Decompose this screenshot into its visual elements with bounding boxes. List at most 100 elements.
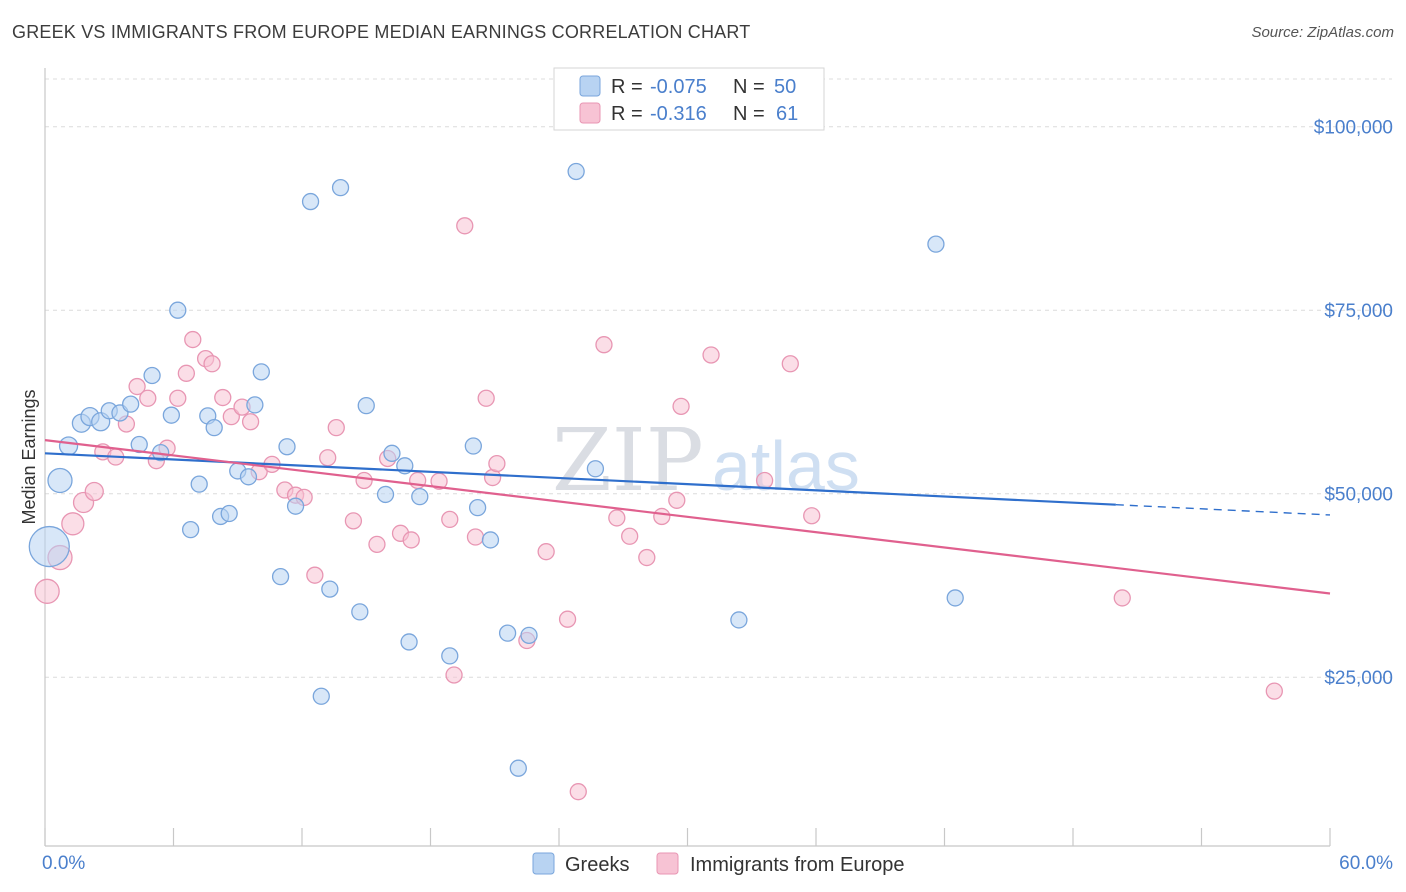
legend-r-label-europe: R = xyxy=(611,103,643,125)
greeks-point-44 xyxy=(586,460,605,478)
europe-point-2 xyxy=(61,512,85,536)
greeks-point-20 xyxy=(239,468,258,486)
y-axis-tick-labels: $25,000 $50,000 $75,000 $100,000 xyxy=(1314,118,1393,689)
greeks-point-29 xyxy=(331,178,350,197)
europe-point-45 xyxy=(537,543,555,561)
legend-r-label-greeks: R = xyxy=(611,76,643,98)
greeks-point-21 xyxy=(246,396,264,414)
greeks-point-34 xyxy=(400,633,418,651)
europe-point-29 xyxy=(344,512,363,530)
greeks-point-47 xyxy=(946,589,964,607)
greeks-point-27 xyxy=(312,687,330,705)
legend-r-value-greeks: -0.075 xyxy=(650,76,707,98)
europe-point-53 xyxy=(668,491,686,509)
europe-point-59 xyxy=(1113,589,1131,607)
grid-lines xyxy=(45,78,1392,678)
legend-swatch-greeks xyxy=(579,75,601,97)
europe-point-26 xyxy=(306,566,324,584)
europe-point-51 xyxy=(638,548,656,567)
greeks-point-13 xyxy=(169,301,187,319)
greeks-point-40 xyxy=(498,624,517,642)
europe-point-20 xyxy=(241,413,260,431)
europe-point-54 xyxy=(672,397,690,416)
greeks-point-48 xyxy=(205,418,223,437)
europe-point-41 xyxy=(477,389,495,407)
greeks-point-39 xyxy=(481,531,500,549)
trend-line-greeks-extension xyxy=(1115,504,1331,516)
legend-n-value-europe: 61 xyxy=(776,103,798,125)
greeks-point-0 xyxy=(28,525,70,568)
legend-n-label-europe: N = xyxy=(733,103,765,125)
europe-point-43 xyxy=(488,454,506,473)
europe-point-14 xyxy=(184,330,202,349)
chart-source: Source: ZipAtlas.com xyxy=(1251,24,1394,41)
greeks-point-23 xyxy=(271,567,290,586)
greeks-point-22 xyxy=(252,363,270,381)
greeks-point-25 xyxy=(286,497,305,515)
greeks-point-45 xyxy=(730,611,748,629)
europe-point-40 xyxy=(466,528,485,546)
legend-bottom-swatch-europe xyxy=(656,852,679,875)
europe-point-49 xyxy=(608,509,626,527)
legend-bottom-swatch-greeks xyxy=(532,852,555,875)
europe-point-37 xyxy=(441,510,459,529)
y-axis-label: Median Earnings xyxy=(19,389,39,524)
y-tick-label-50000: $50,000 xyxy=(1324,485,1393,506)
greeks-point-35 xyxy=(411,487,429,506)
europe-point-8 xyxy=(128,377,146,396)
europe-point-48 xyxy=(595,336,613,354)
legend-bottom-label-europe: Immigrants from Europe xyxy=(690,854,905,876)
greeks-point-26 xyxy=(301,192,320,211)
greeks-point-41 xyxy=(509,759,527,777)
greeks-point-30 xyxy=(351,603,369,621)
greeks-point-18 xyxy=(220,504,238,523)
x-axis-ticks xyxy=(44,828,1331,846)
europe-point-52 xyxy=(653,507,671,526)
europe-point-0 xyxy=(34,578,60,604)
legend-r-value-europe: -0.316 xyxy=(650,103,707,125)
legend-n-value-greeks: 50 xyxy=(774,76,796,98)
europe-point-46 xyxy=(558,610,577,628)
legend-stats: R = -0.075 N = 50 R = -0.316 N = 61 xyxy=(553,67,825,131)
europe-point-13 xyxy=(177,364,196,382)
europe-point-56 xyxy=(755,471,774,490)
europe-point-39 xyxy=(456,217,474,235)
y-tick-label-25000: $25,000 xyxy=(1324,668,1393,689)
series-greeks-points xyxy=(28,162,964,777)
europe-point-60 xyxy=(1265,682,1283,700)
legend-series: Greeks Immigrants from Europe xyxy=(532,852,905,876)
europe-point-9 xyxy=(139,389,157,407)
greeks-point-36 xyxy=(441,647,459,665)
greeks-point-9 xyxy=(130,435,148,454)
europe-point-12 xyxy=(169,389,187,407)
greeks-point-32 xyxy=(376,485,395,504)
greeks-point-14 xyxy=(181,521,200,539)
chart-title: GREEK VS IMMIGRANTS FROM EUROPE MEDIAN E… xyxy=(12,22,751,42)
greeks-point-42 xyxy=(520,626,538,645)
greeks-point-38 xyxy=(468,498,487,517)
europe-point-58 xyxy=(803,507,821,525)
greeks-point-2 xyxy=(58,436,79,456)
europe-point-34 xyxy=(402,531,420,549)
europe-point-50 xyxy=(621,527,639,545)
trend-line-immigrants-from-europe xyxy=(44,439,1331,595)
europe-point-57 xyxy=(781,355,799,373)
greeks-point-28 xyxy=(321,580,339,598)
y-tick-label-100000: $100,000 xyxy=(1314,118,1393,139)
greeks-point-15 xyxy=(190,475,208,493)
europe-point-27 xyxy=(319,449,337,467)
europe-point-38 xyxy=(445,666,463,684)
y-tick-label-75000: $75,000 xyxy=(1324,301,1393,322)
greeks-point-33 xyxy=(383,444,401,462)
legend-swatch-europe xyxy=(579,102,601,124)
greeks-point-10 xyxy=(143,366,161,385)
greeks-point-1 xyxy=(47,467,73,494)
legend-bottom-label-greeks: Greeks xyxy=(565,854,629,876)
europe-point-47 xyxy=(569,783,587,801)
x-tick-label-min: 0.0% xyxy=(42,853,85,874)
europe-point-28 xyxy=(327,418,345,437)
europe-point-4 xyxy=(84,481,104,502)
europe-point-18 xyxy=(222,407,240,426)
greeks-point-46 xyxy=(927,235,945,253)
